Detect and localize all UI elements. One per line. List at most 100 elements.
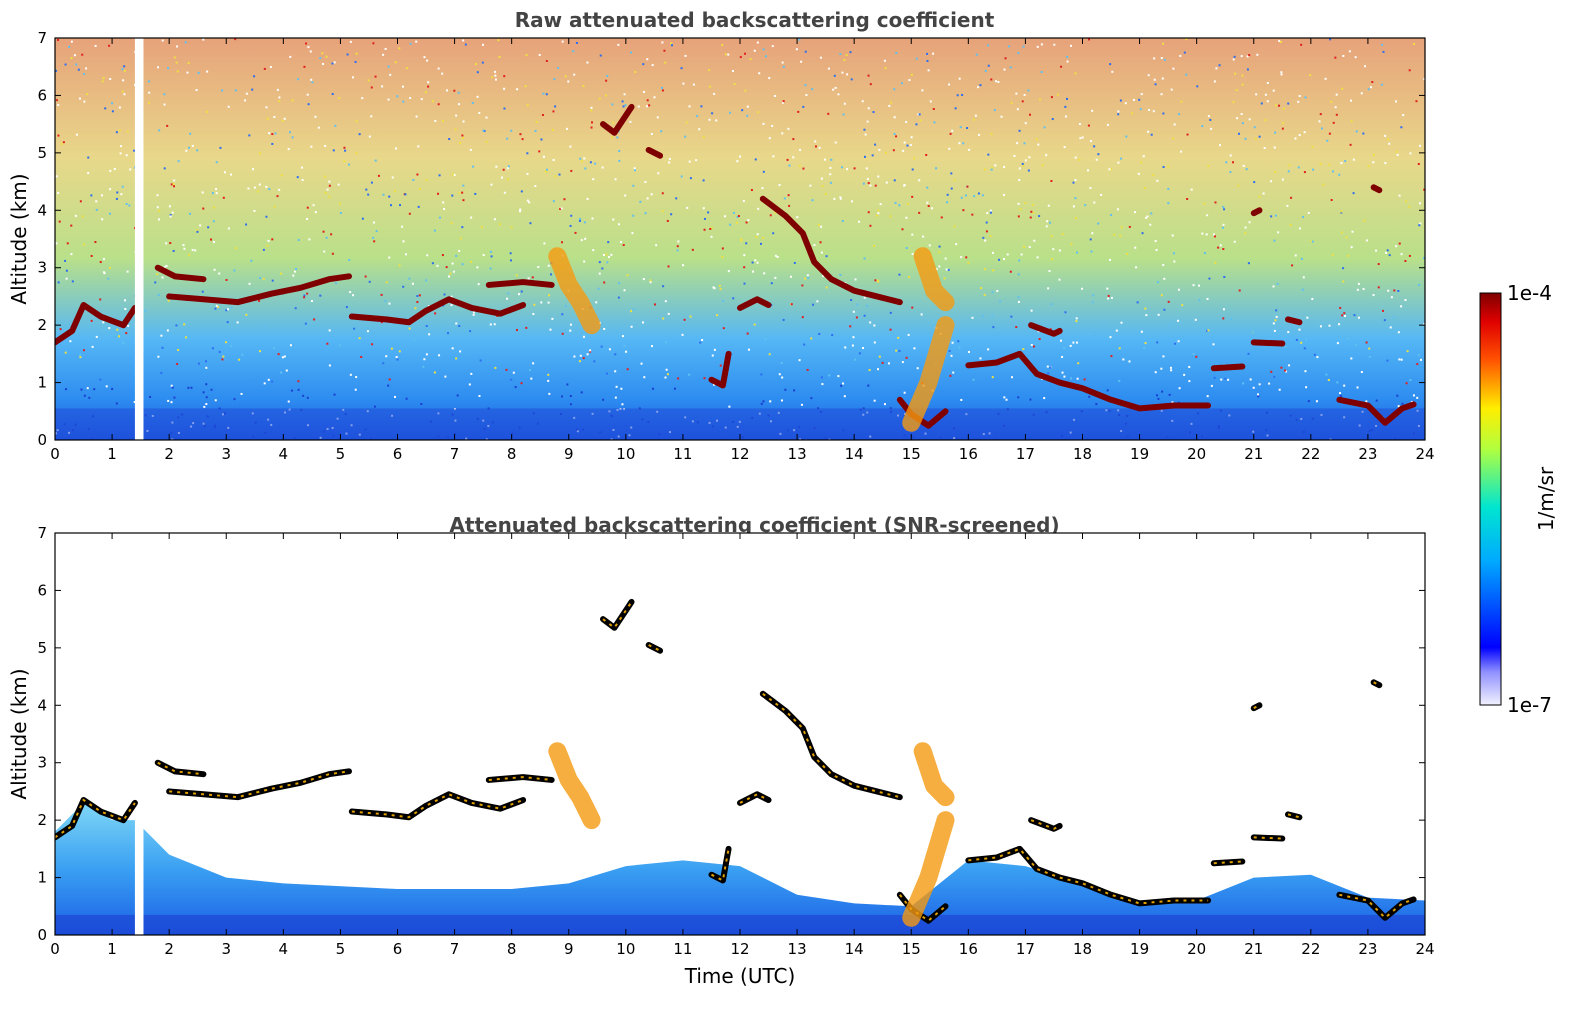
aerosol-plume <box>548 742 601 830</box>
cloud-aerosol-features <box>55 103 1417 432</box>
cloud-aerosol-features <box>55 598 1417 927</box>
x-tick-label: 7 <box>450 445 460 463</box>
x-tick-label: 24 <box>1415 445 1434 463</box>
cloud-layer <box>759 195 903 306</box>
cloud-layer <box>1336 891 1417 921</box>
cloud-layer-edge <box>1030 819 1061 830</box>
cloud-layer <box>1250 207 1263 217</box>
x-tick-label: 15 <box>902 940 921 958</box>
x-tick-label: 11 <box>673 445 692 463</box>
x-tick-label: 4 <box>279 445 289 463</box>
x-tick-label: 20 <box>1187 445 1206 463</box>
x-tick-label: 5 <box>336 445 346 463</box>
x-tick-label: 18 <box>1073 445 1092 463</box>
x-tick-label: 17 <box>1016 445 1035 463</box>
cloud-layer <box>1250 339 1286 347</box>
boundary-layer-signal <box>55 802 1425 935</box>
colorbar-unit-label: 1/m/sr <box>1534 466 1558 531</box>
x-tick-label: 11 <box>673 940 692 958</box>
aerosol-plume <box>902 316 955 432</box>
cloud-layer <box>965 350 1212 412</box>
cloud-layer <box>1336 396 1417 426</box>
x-tick-label: 22 <box>1301 940 1320 958</box>
x-tick-label: 6 <box>393 940 403 958</box>
cloud-layer-edge <box>968 847 1209 905</box>
cloud-layer-edge <box>1373 681 1380 687</box>
x-tick-label: 19 <box>1130 940 1149 958</box>
x-tick-label: 10 <box>616 940 635 958</box>
y-tick-label: 6 <box>37 581 47 599</box>
y-tick-label: 6 <box>37 86 47 104</box>
x-axis-label: Time (UTC) <box>684 964 796 988</box>
aerosol-plume <box>902 811 955 927</box>
y-tick-label: 3 <box>37 754 47 772</box>
plot-area <box>55 38 1425 440</box>
x-tick-label: 9 <box>564 445 574 463</box>
cloud-layer <box>485 279 555 288</box>
cloud-layer <box>645 146 664 159</box>
cloud-layer-edge <box>169 770 350 799</box>
cloud-layer <box>166 273 352 306</box>
colorbar-min-label: 1e-7 <box>1507 693 1552 717</box>
plot-area <box>55 533 1425 935</box>
top-panel-title: Raw attenuated backscattering coefficien… <box>514 8 995 32</box>
cloud-layer-edge <box>602 601 633 630</box>
y-tick-label: 1 <box>37 374 47 392</box>
y-tick-label: 5 <box>37 639 47 657</box>
aerosol-plume <box>548 247 601 335</box>
x-tick-label: 5 <box>336 940 346 958</box>
x-tick-label: 6 <box>393 445 403 463</box>
x-tick-label: 23 <box>1358 940 1377 958</box>
y-tick-label: 7 <box>37 524 47 542</box>
cloud-layer <box>1285 316 1303 326</box>
x-tick-label: 0 <box>50 940 60 958</box>
x-tick-label: 3 <box>221 940 231 958</box>
colorbar: 1e-4 1e-7 1/m/sr <box>1479 281 1558 717</box>
y-tick-label: 1 <box>37 869 47 887</box>
y-tick-label: 2 <box>37 811 47 829</box>
x-tick-label: 1 <box>107 445 117 463</box>
raw-backscatter-panel: 0 1 2 3 4 5 6 7 8 9 10 11 12 13 14 15 16 17 18 19 20 21 22 23 24… <box>7 29 1435 463</box>
x-tick-label: 1 <box>107 940 117 958</box>
y-tick-label: 3 <box>37 259 47 277</box>
x-tick-label: 19 <box>1130 445 1149 463</box>
x-tick-label: 21 <box>1244 940 1263 958</box>
cloud-layer <box>737 296 772 311</box>
cloud-layer <box>55 302 138 346</box>
y-tick-label: 0 <box>37 431 47 449</box>
data-gap <box>134 814 144 935</box>
y-tick-label: 5 <box>37 144 47 162</box>
x-tick-label: 2 <box>164 445 174 463</box>
x-tick-label: 2 <box>164 940 174 958</box>
x-tick-label: 3 <box>221 445 231 463</box>
cloud-layer-edge <box>351 793 524 819</box>
cloud-layer <box>1250 834 1286 842</box>
x-tick-label: 24 <box>1415 940 1434 958</box>
x-tick-label: 13 <box>788 940 807 958</box>
raw-background-field <box>55 38 1425 440</box>
y-tick-label: 4 <box>37 201 47 219</box>
x-tick-label: 15 <box>902 445 921 463</box>
x-tick-label: 7 <box>450 940 460 958</box>
cloud-layer <box>708 350 732 389</box>
cloud-layer <box>1210 363 1246 372</box>
y-tick-label: 2 <box>37 316 47 334</box>
cloud-layer-edge <box>1287 813 1300 819</box>
noise-speckle <box>55 38 1425 440</box>
colorbar-max-label: 1e-4 <box>1507 281 1552 305</box>
y-axis-label: Altitude (km) <box>7 668 31 799</box>
snr-screened-panel: 0 1 2 3 4 5 6 7 8 9 10 11 12 13 14 15 16 17 18 19 20 21 22 23 24… <box>7 524 1435 988</box>
x-tick-label: 12 <box>730 445 749 463</box>
x-tick-label: 4 <box>279 940 289 958</box>
aerosol-plume <box>913 247 955 312</box>
x-tick-label: 9 <box>564 940 574 958</box>
x-tick-label: 20 <box>1187 940 1206 958</box>
y-tick-label: 0 <box>37 926 47 944</box>
cloud-layer <box>1028 322 1063 337</box>
x-tick-label: 22 <box>1301 445 1320 463</box>
cloud-layer <box>600 103 635 136</box>
cloud-layer-edge <box>488 776 552 781</box>
x-tick-label: 0 <box>50 445 60 463</box>
data-gap <box>134 38 144 440</box>
